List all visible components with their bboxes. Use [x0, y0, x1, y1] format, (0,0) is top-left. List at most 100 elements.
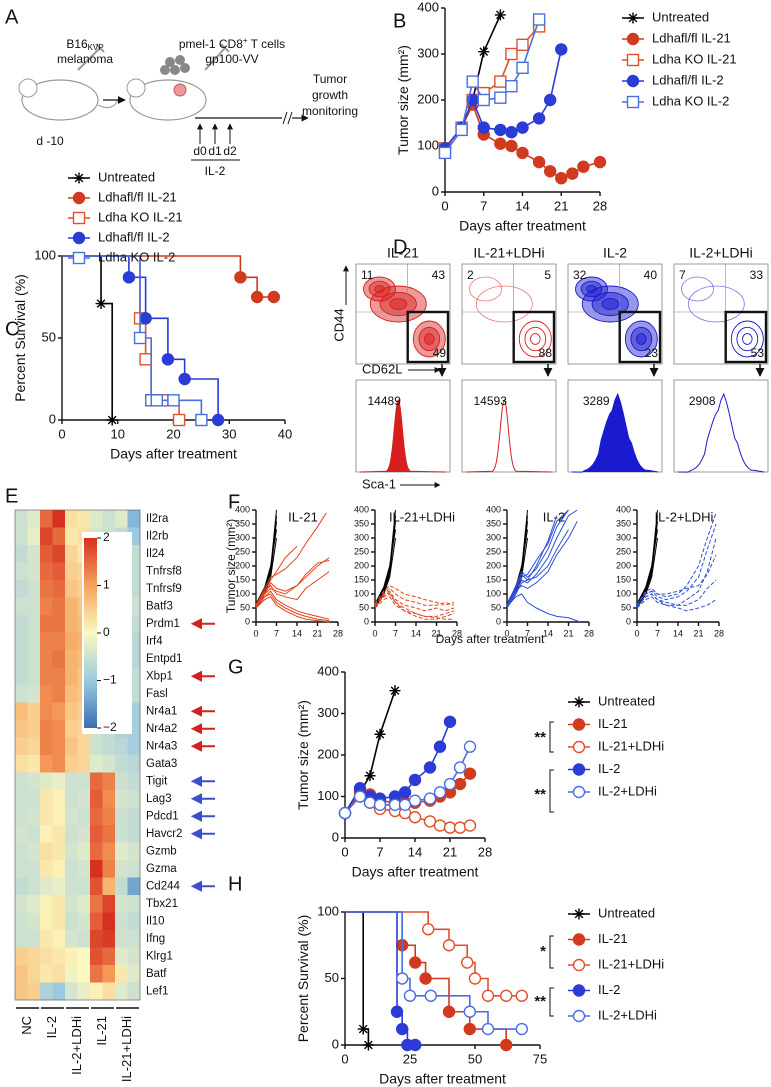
y-tick-label: 350	[486, 518, 501, 528]
heat-cell	[65, 895, 78, 913]
contour	[601, 298, 620, 310]
series-line	[62, 255, 219, 420]
series-line	[255, 596, 330, 623]
x-tick-label: 25	[403, 1052, 417, 1067]
gene-label: Lag3	[146, 793, 172, 805]
y-tick-label: 200	[235, 560, 250, 570]
heat-cell	[115, 842, 128, 861]
heat-cell	[15, 685, 28, 703]
marker	[463, 1022, 476, 1036]
day-label: d0	[193, 144, 207, 158]
contour	[687, 285, 745, 323]
quadrant-value: 40	[644, 268, 658, 282]
break	[282, 111, 293, 125]
heat-cell	[40, 825, 53, 843]
quadrant-value: 11	[361, 268, 374, 282]
heat-cell	[115, 947, 128, 966]
y-tick-label: 100	[354, 588, 369, 598]
legend-label: Untreated	[98, 169, 155, 184]
heat-cell	[27, 527, 41, 546]
chart-title: IL-21+LDHi	[389, 509, 455, 524]
x-tick-label: 7	[655, 629, 660, 639]
heat-cell	[90, 807, 103, 826]
marker	[373, 798, 387, 811]
heat-cell	[52, 615, 66, 633]
legend-label: Ldhafl/fl IL-2	[652, 72, 724, 87]
marker	[139, 353, 152, 366]
heat-cell	[40, 807, 53, 826]
x-tick-label: 30	[222, 427, 236, 442]
x-tick-label: 28	[584, 629, 594, 639]
significance-bracket	[549, 721, 554, 753]
heat-cell	[40, 842, 53, 861]
marker	[403, 989, 417, 1002]
quadrant-value: 33	[750, 268, 764, 282]
x-tick-label: 0	[341, 1052, 348, 1067]
gene-label: Gzma	[146, 863, 177, 875]
heat-cell	[102, 737, 116, 756]
marker	[73, 172, 85, 184]
heat-cell	[52, 965, 66, 983]
x-tick-label: 10	[111, 427, 125, 442]
contour	[389, 298, 408, 310]
heat-cell	[65, 545, 78, 563]
x-tick-label: 0	[58, 427, 65, 442]
heat-cell	[90, 510, 103, 528]
marker	[577, 160, 590, 173]
marker	[516, 146, 529, 160]
heat-cell	[127, 860, 141, 878]
marker	[408, 794, 422, 807]
y-tick-label: 300	[235, 532, 250, 542]
heat-frame	[14, 509, 141, 1001]
marker	[626, 32, 640, 46]
heat-cell	[52, 912, 66, 931]
heat-cell	[40, 667, 53, 686]
gene-label: Nr4a2	[146, 723, 177, 735]
marker	[442, 1005, 456, 1018]
heat-cell	[40, 737, 53, 756]
heat-cell	[40, 755, 53, 773]
legend-label: IL-21+LDHi	[598, 956, 664, 971]
y-tick-label: 150	[486, 574, 501, 584]
y-tick-label: 0	[432, 183, 439, 198]
series-line	[506, 521, 528, 607]
legend-label: Ldhafl/fl IL-21	[652, 30, 731, 45]
heat-cell	[27, 895, 41, 913]
marker	[463, 819, 477, 832]
marker	[505, 79, 518, 93]
day-label: d2	[223, 144, 237, 158]
x-tick-label: 21	[431, 629, 441, 639]
heat-cell	[40, 895, 53, 913]
gene-arrow	[190, 670, 215, 682]
marker	[477, 121, 490, 134]
heat-cell	[15, 702, 28, 721]
y-tick-label: 250	[354, 546, 369, 556]
marker	[433, 786, 447, 799]
y-tick-label: 100	[34, 247, 56, 262]
heat-cell	[27, 597, 41, 616]
heat-cell	[115, 807, 128, 826]
y-tick-label: 200	[354, 560, 369, 570]
marker	[72, 211, 86, 225]
series-line	[255, 571, 330, 606]
heat-cell	[65, 597, 78, 616]
y-tick-label: 250	[235, 546, 250, 556]
mouse-tail	[97, 99, 119, 109]
marker	[627, 12, 639, 24]
y-tick-label: 0	[49, 411, 56, 426]
x-tick-label: 28	[333, 629, 343, 639]
heat-cell	[27, 947, 41, 966]
heat-cell	[52, 895, 66, 913]
tumor-sub: KVP	[88, 43, 104, 52]
heat-cell	[65, 737, 78, 756]
heat-cell	[65, 580, 78, 598]
x-tick-label: 14	[411, 629, 421, 639]
marker	[593, 155, 607, 169]
contour	[580, 280, 603, 298]
gene-label: Entpd1	[146, 653, 182, 665]
x-tick-label: 0	[441, 199, 448, 214]
heat-cell	[77, 895, 91, 913]
significance-bracket	[549, 987, 554, 1017]
heat-cell	[52, 597, 66, 616]
